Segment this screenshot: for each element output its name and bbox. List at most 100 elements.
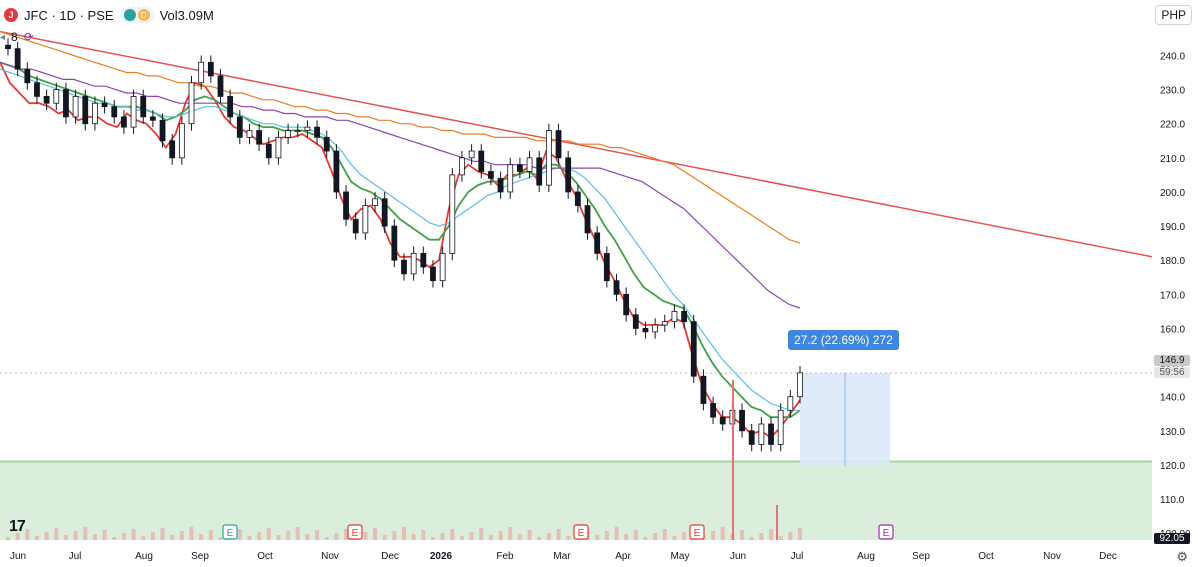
countdown-tag: 59:56 — [1154, 367, 1190, 378]
candle-body — [526, 157, 533, 172]
candle-body — [758, 423, 765, 445]
refresh-icon[interactable]: ⟳ — [23, 30, 34, 44]
candle-body — [43, 96, 50, 104]
volume-bar — [769, 529, 774, 540]
volume-bar — [170, 535, 175, 540]
y-tick-label: 190.0 — [1160, 222, 1185, 233]
volume-bar — [208, 530, 213, 540]
volume-bar — [237, 529, 242, 540]
volume-label: Vol3.09M — [159, 7, 214, 23]
candle-body — [236, 116, 243, 138]
earnings-marker — [222, 524, 238, 540]
candle-body — [478, 150, 485, 172]
x-tick-label: Dec — [381, 551, 399, 562]
candle-body — [632, 314, 639, 329]
candle-body — [72, 96, 79, 118]
settings-icon[interactable]: ⚙ — [1176, 549, 1188, 564]
volume-bar — [179, 531, 184, 540]
symbol-title[interactable]: JFC · 1D · PSE — [24, 7, 114, 23]
y-tick-label: 240.0 — [1160, 51, 1185, 62]
x-tick-label: Aug — [135, 551, 153, 562]
candle-body — [671, 310, 678, 323]
volume-bar — [73, 531, 78, 540]
collapse-icon[interactable]: ◂ — [0, 31, 6, 43]
volume-bar — [34, 536, 39, 540]
earnings-marker-label: E — [694, 528, 701, 539]
volume-bar — [546, 533, 551, 540]
x-tick-label: Nov — [1043, 551, 1061, 562]
volume-bar — [624, 534, 629, 540]
x-tick-label: Oct — [257, 551, 273, 562]
candle-body — [24, 68, 31, 84]
volume-bar — [798, 528, 802, 540]
candle-body — [748, 430, 755, 445]
volume-bar — [402, 527, 406, 540]
volume-bar — [614, 527, 619, 540]
candle-body — [565, 157, 572, 193]
volume-bar-tall — [776, 505, 778, 540]
delay-dot: D — [137, 9, 150, 21]
indicators-row: ◂ 8 ⟳ — [0, 30, 34, 44]
volume-bar — [682, 532, 687, 540]
volume-bar — [653, 533, 658, 540]
x-tick-label: Mar — [553, 551, 571, 562]
candle-body — [217, 75, 224, 97]
candle-body — [642, 328, 649, 333]
candle-body — [430, 266, 436, 282]
volume-bar — [141, 536, 146, 540]
volume-bar — [54, 528, 59, 540]
candle-body — [5, 44, 11, 50]
volume-bar — [6, 537, 10, 540]
volume-bar — [595, 535, 600, 540]
indicators-count[interactable]: 8 — [11, 30, 18, 44]
currency-button[interactable]: PHP — [1155, 5, 1192, 25]
volume-bar — [430, 537, 435, 540]
volume-bar — [421, 530, 426, 540]
market-status-dot — [123, 9, 136, 21]
ma_teal-line — [0, 68, 800, 411]
status-pill[interactable]: D — [119, 7, 154, 23]
ma_orange-line — [0, 31, 801, 244]
volume-bar — [276, 535, 281, 540]
volume-bar — [740, 530, 745, 540]
candle-body — [362, 205, 369, 234]
tradingview-logo[interactable]: 17 — [9, 518, 26, 535]
x-tick-label: Apr — [615, 551, 631, 562]
earnings-marker-label: E — [352, 528, 359, 539]
volume-bar — [392, 531, 397, 540]
volume-bar — [720, 527, 725, 540]
volume-bar — [566, 536, 571, 540]
y-tick-label: 160.0 — [1160, 324, 1185, 335]
candle-body — [304, 126, 311, 131]
volume-bar — [778, 536, 783, 540]
volume-bar — [83, 527, 88, 540]
earnings-marker-label: E — [578, 528, 585, 539]
candle-body — [517, 164, 523, 172]
volume-bar — [662, 529, 667, 540]
earnings-marker-label: E — [227, 528, 234, 539]
candle-body — [555, 130, 562, 159]
volume-bar — [305, 534, 310, 540]
trendline — [0, 30, 1153, 258]
candle-body — [169, 140, 176, 159]
current-price-tag: 146.9 — [1154, 355, 1190, 366]
volume-bar — [537, 537, 542, 540]
volume-bar — [498, 531, 503, 540]
candle-body — [256, 130, 263, 145]
candle-body — [130, 96, 137, 128]
candle-body — [314, 126, 320, 138]
candle-body — [594, 232, 601, 254]
candle-body — [488, 171, 494, 179]
volume-bar — [788, 532, 793, 540]
volume-bar — [450, 529, 455, 540]
volume-bar — [604, 531, 609, 540]
x-tick-label: Jul — [791, 551, 804, 562]
candle-body — [92, 102, 98, 125]
candle-body — [449, 174, 456, 254]
volume-bar — [633, 530, 638, 540]
measure-label: 27.2 (22.69%) 272 — [788, 330, 899, 350]
company-logo[interactable]: J — [4, 8, 18, 22]
volume-bar — [479, 528, 484, 540]
